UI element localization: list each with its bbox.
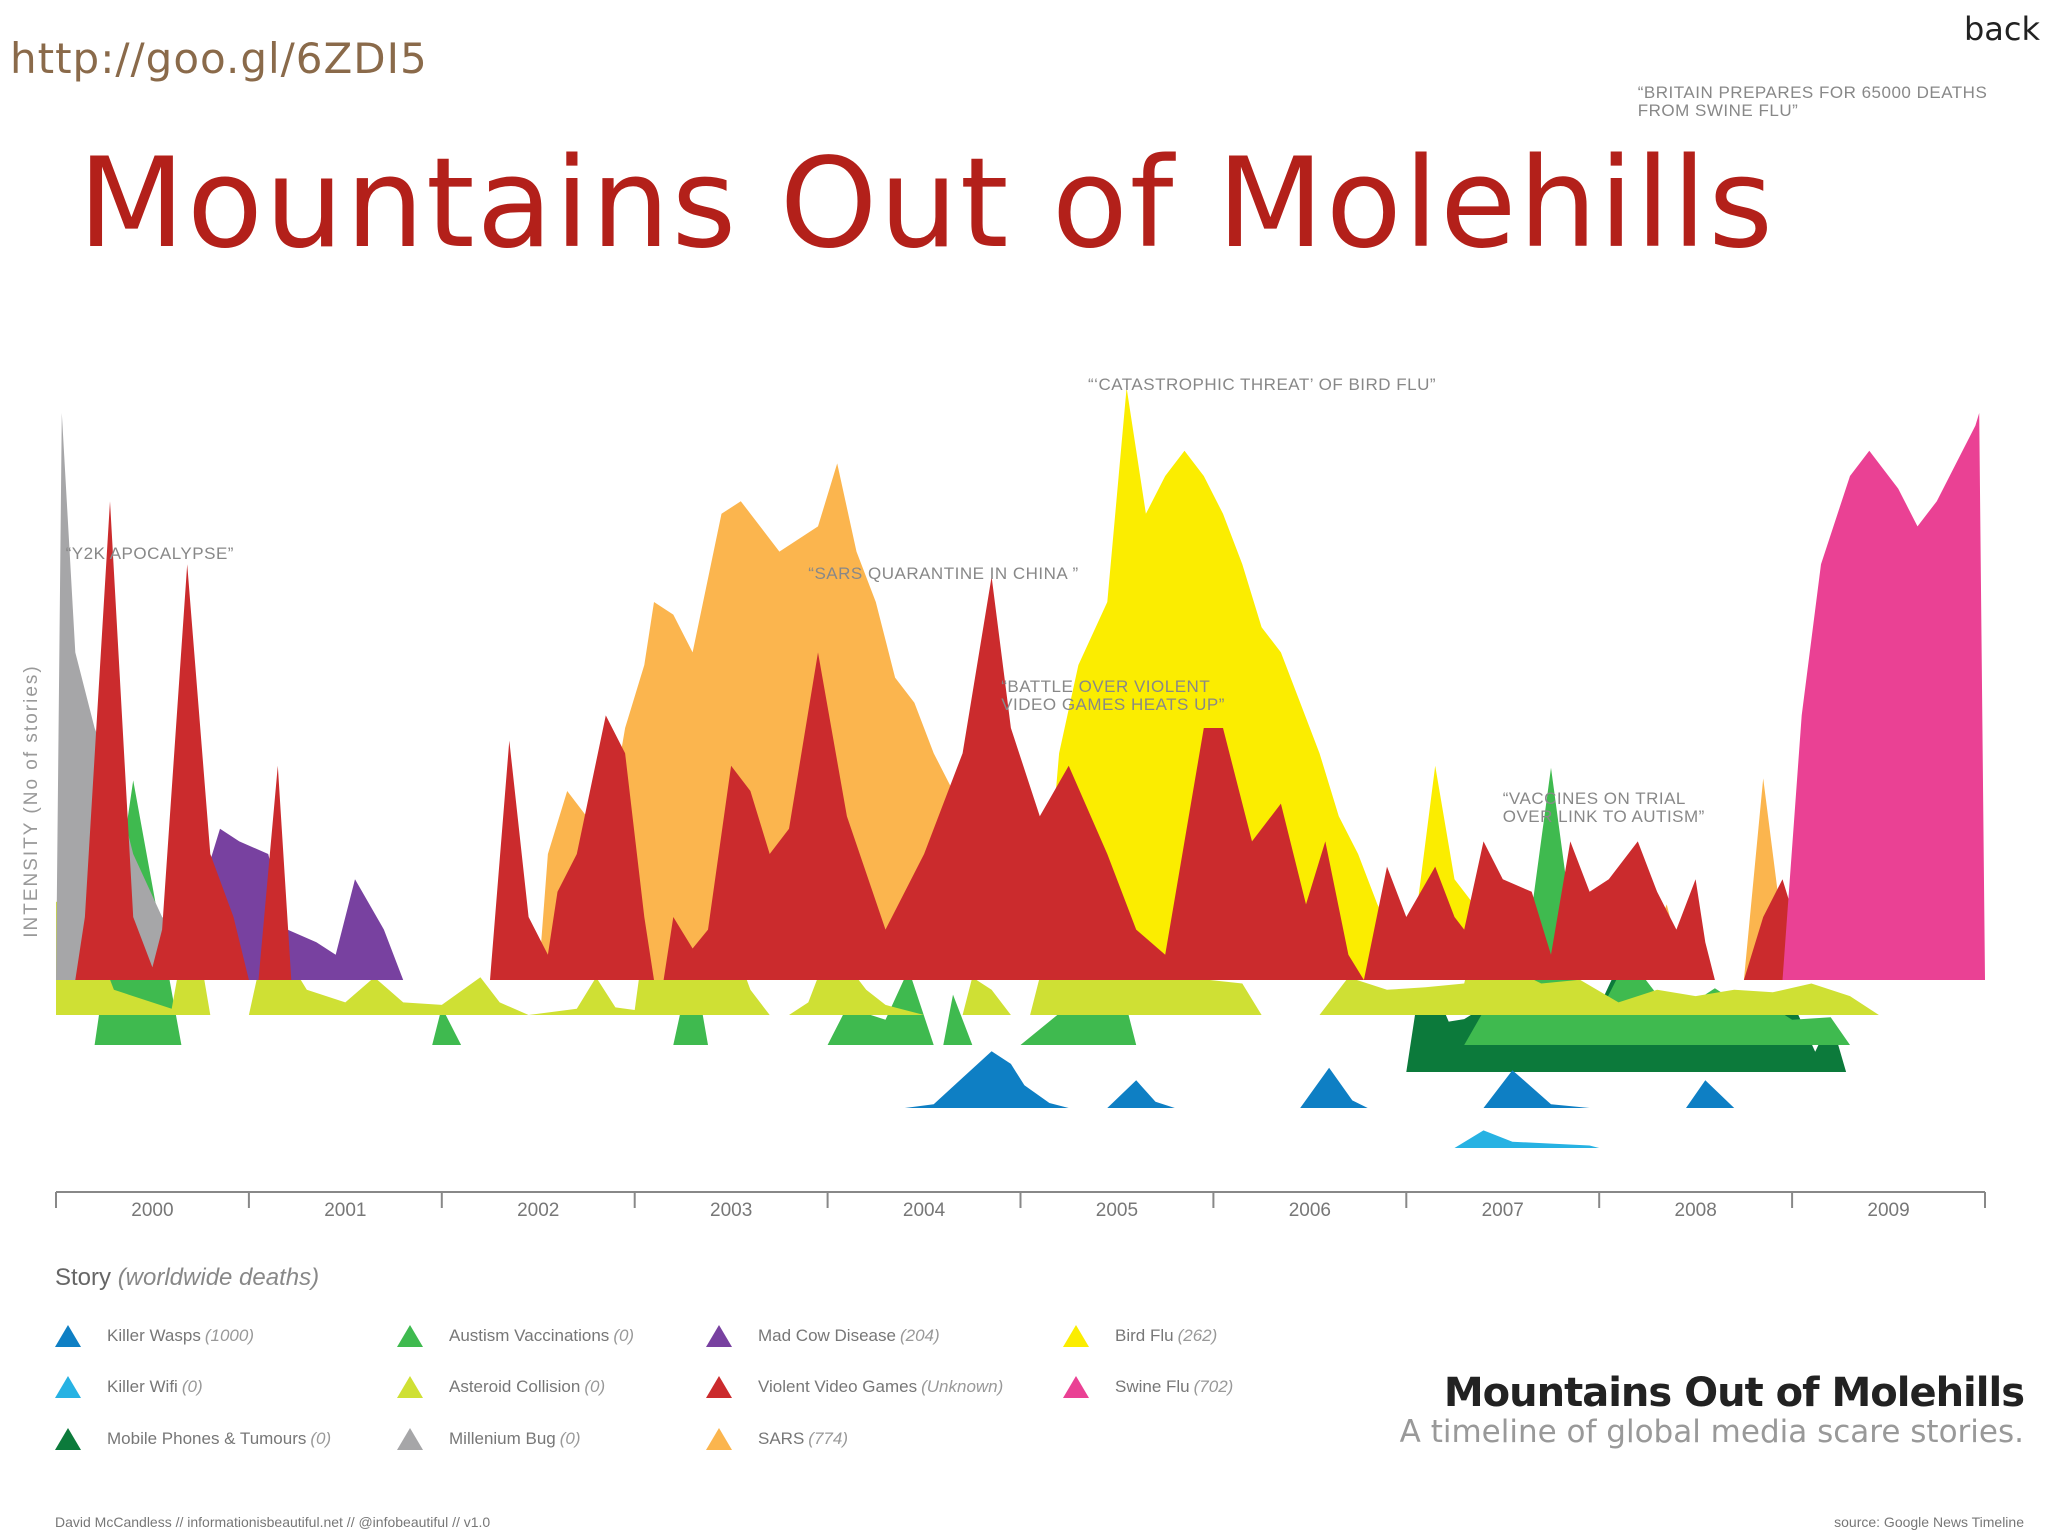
- legend-item: Bird Flu (262): [1063, 1325, 1217, 1347]
- legend-deaths: (774): [808, 1429, 848, 1448]
- legend-item: Mad Cow Disease (204): [706, 1325, 940, 1347]
- legend-label: Millenium Bug: [449, 1429, 556, 1448]
- legend-title: Story (worldwide deaths): [55, 1264, 319, 1292]
- annotation-line: FROM SWINE FLU”: [1637, 101, 1799, 120]
- x-tick-label: 2002: [517, 1200, 559, 1221]
- x-tick-label: 2003: [710, 1200, 752, 1221]
- legend-deaths: (1000): [204, 1326, 254, 1345]
- source-line: source: Google News Timeline: [1834, 1514, 2024, 1530]
- area-series-killer-wifi: [1454, 1130, 1600, 1148]
- chart-annotation: “Y2K APOCALYPSE”: [66, 545, 234, 563]
- annotation-line: “SARS QUARANTINE IN CHINA ”: [808, 564, 1079, 583]
- legend-label: Mad Cow Disease: [758, 1326, 896, 1345]
- legend-deaths: (0): [584, 1377, 606, 1396]
- annotation-line: “‘CATASTROPHIC THREAT’ OF BIRD FLU”: [1088, 375, 1437, 394]
- legend-title-sub: (worldwide deaths): [117, 1264, 320, 1291]
- legend-swatch-icon: [706, 1325, 732, 1347]
- annotation-line: VIDEO GAMES HEATS UP”: [1001, 695, 1225, 714]
- x-tick-label: 2009: [1867, 1200, 1909, 1221]
- annotation-line: “BATTLE OVER VIOLENT: [1001, 677, 1211, 696]
- chart-annotation: “BATTLE OVER VIOLENT VIDEO GAMES HEATS UP…: [1001, 678, 1225, 714]
- x-tick-label: 2000: [131, 1200, 173, 1221]
- legend-deaths: (0): [181, 1377, 203, 1396]
- legend-swatch-icon: [397, 1428, 423, 1450]
- legend-swatch-icon: [1063, 1325, 1089, 1347]
- area-chart: 2000 2001 2002 2003 2004 2005 2006 2007 2008 2009: [55, 387, 1986, 1221]
- legend-swatch-icon: [55, 1325, 81, 1347]
- legend-label: Killer Wasps: [107, 1326, 201, 1345]
- legend-item: Mobile Phones & Tumours (0): [55, 1428, 331, 1450]
- chart-annotation: “‘CATASTROPHIC THREAT’ OF BIRD FLU”: [1088, 376, 1436, 394]
- legend-item: Austism Vaccinations (0): [397, 1325, 634, 1347]
- legend-item: Violent Video Games (Unknown): [706, 1376, 1003, 1398]
- chart-subtitle: A timeline of global media scare stories…: [1399, 1414, 2024, 1450]
- legend-swatch-icon: [1063, 1376, 1089, 1398]
- chart-subtitle-title: Mountains Out of Molehills: [1443, 1370, 2025, 1416]
- legend-deaths: (204): [899, 1326, 940, 1345]
- annotation-line: OVER LINK TO AUTISM”: [1502, 807, 1705, 826]
- legend-label: Mobile Phones & Tumours: [107, 1429, 307, 1448]
- area-series-killer-wasps: [904, 1051, 1735, 1108]
- legend-deaths: (0): [310, 1429, 332, 1448]
- legend-deaths: (0): [559, 1429, 581, 1448]
- x-tick-label: 2001: [324, 1200, 366, 1221]
- legend-deaths: (702): [1193, 1377, 1234, 1396]
- area-series-violent-video-games: [75, 501, 1860, 980]
- legend-title-main: Story: [55, 1264, 112, 1291]
- x-axis: 2000 2001 2002 2003 2004 2005 2006 2007 2008 2009: [55, 1191, 1986, 1221]
- legend-deaths: (0): [613, 1326, 635, 1345]
- legend-label: Killer Wifi: [107, 1377, 178, 1396]
- area-series-asteroid-collision: [56, 863, 1879, 1015]
- legend-label: SARS: [758, 1429, 805, 1448]
- credit-line: David McCandless // informationisbeautif…: [55, 1514, 491, 1530]
- legend-swatch-icon: [706, 1376, 732, 1398]
- legend-item: Swine Flu (702): [1063, 1376, 1233, 1398]
- legend-swatch-icon: [55, 1376, 81, 1398]
- back-link[interactable]: back: [1963, 10, 2040, 48]
- legend-label: Bird Flu: [1115, 1326, 1174, 1345]
- legend-swatch-icon: [397, 1376, 423, 1398]
- annotation-line: “VACCINES ON TRIAL: [1502, 789, 1686, 808]
- legend-label: Swine Flu: [1115, 1377, 1190, 1396]
- page-title: Mountains Out of Molehills: [78, 132, 1775, 276]
- legend-item: SARS (774): [706, 1428, 848, 1450]
- legend-deaths: (Unknown): [921, 1377, 1004, 1396]
- legend-item: Killer Wasps (1000): [55, 1325, 254, 1347]
- chart-annotation: “BRITAIN PREPARES FOR 65000 DEATHS FROM S…: [1638, 84, 1988, 120]
- chart-annotation: “VACCINES ON TRIAL OVER LINK TO AUTISM”: [1503, 790, 1705, 826]
- chart-series-group: [56, 387, 1985, 1148]
- area-series-austism-vaccinations: [94, 767, 1851, 1045]
- x-tick-label: 2006: [1289, 1200, 1331, 1221]
- chart-annotation: “SARS QUARANTINE IN CHINA ”: [808, 565, 1078, 583]
- x-tick-label: 2007: [1482, 1200, 1524, 1221]
- legend-item: Millenium Bug (0): [397, 1428, 581, 1450]
- legend-swatch-icon: [706, 1428, 732, 1450]
- x-tick-label: 2005: [1096, 1200, 1138, 1221]
- area-series-swine-flu: [1782, 413, 1985, 980]
- legend-item: Killer Wifi (0): [55, 1376, 203, 1398]
- annotation-line: “Y2K APOCALYPSE”: [65, 544, 234, 563]
- x-tick-label: 2008: [1675, 1200, 1717, 1221]
- annotation-line: “BRITAIN PREPARES FOR 65000 DEATHS: [1637, 83, 1988, 102]
- source-url: http://goo.gl/6ZDI5: [10, 34, 428, 83]
- legend-label: Violent Video Games: [758, 1377, 918, 1396]
- legend-label: Austism Vaccinations: [449, 1326, 610, 1345]
- legend-swatch-icon: [397, 1325, 423, 1347]
- legend-label: Asteroid Collision: [449, 1377, 581, 1396]
- legend-swatch-icon: [55, 1428, 81, 1450]
- legend-deaths: (262): [1177, 1326, 1218, 1345]
- legend-item: Asteroid Collision (0): [397, 1376, 605, 1398]
- x-tick-label: 2004: [903, 1200, 946, 1221]
